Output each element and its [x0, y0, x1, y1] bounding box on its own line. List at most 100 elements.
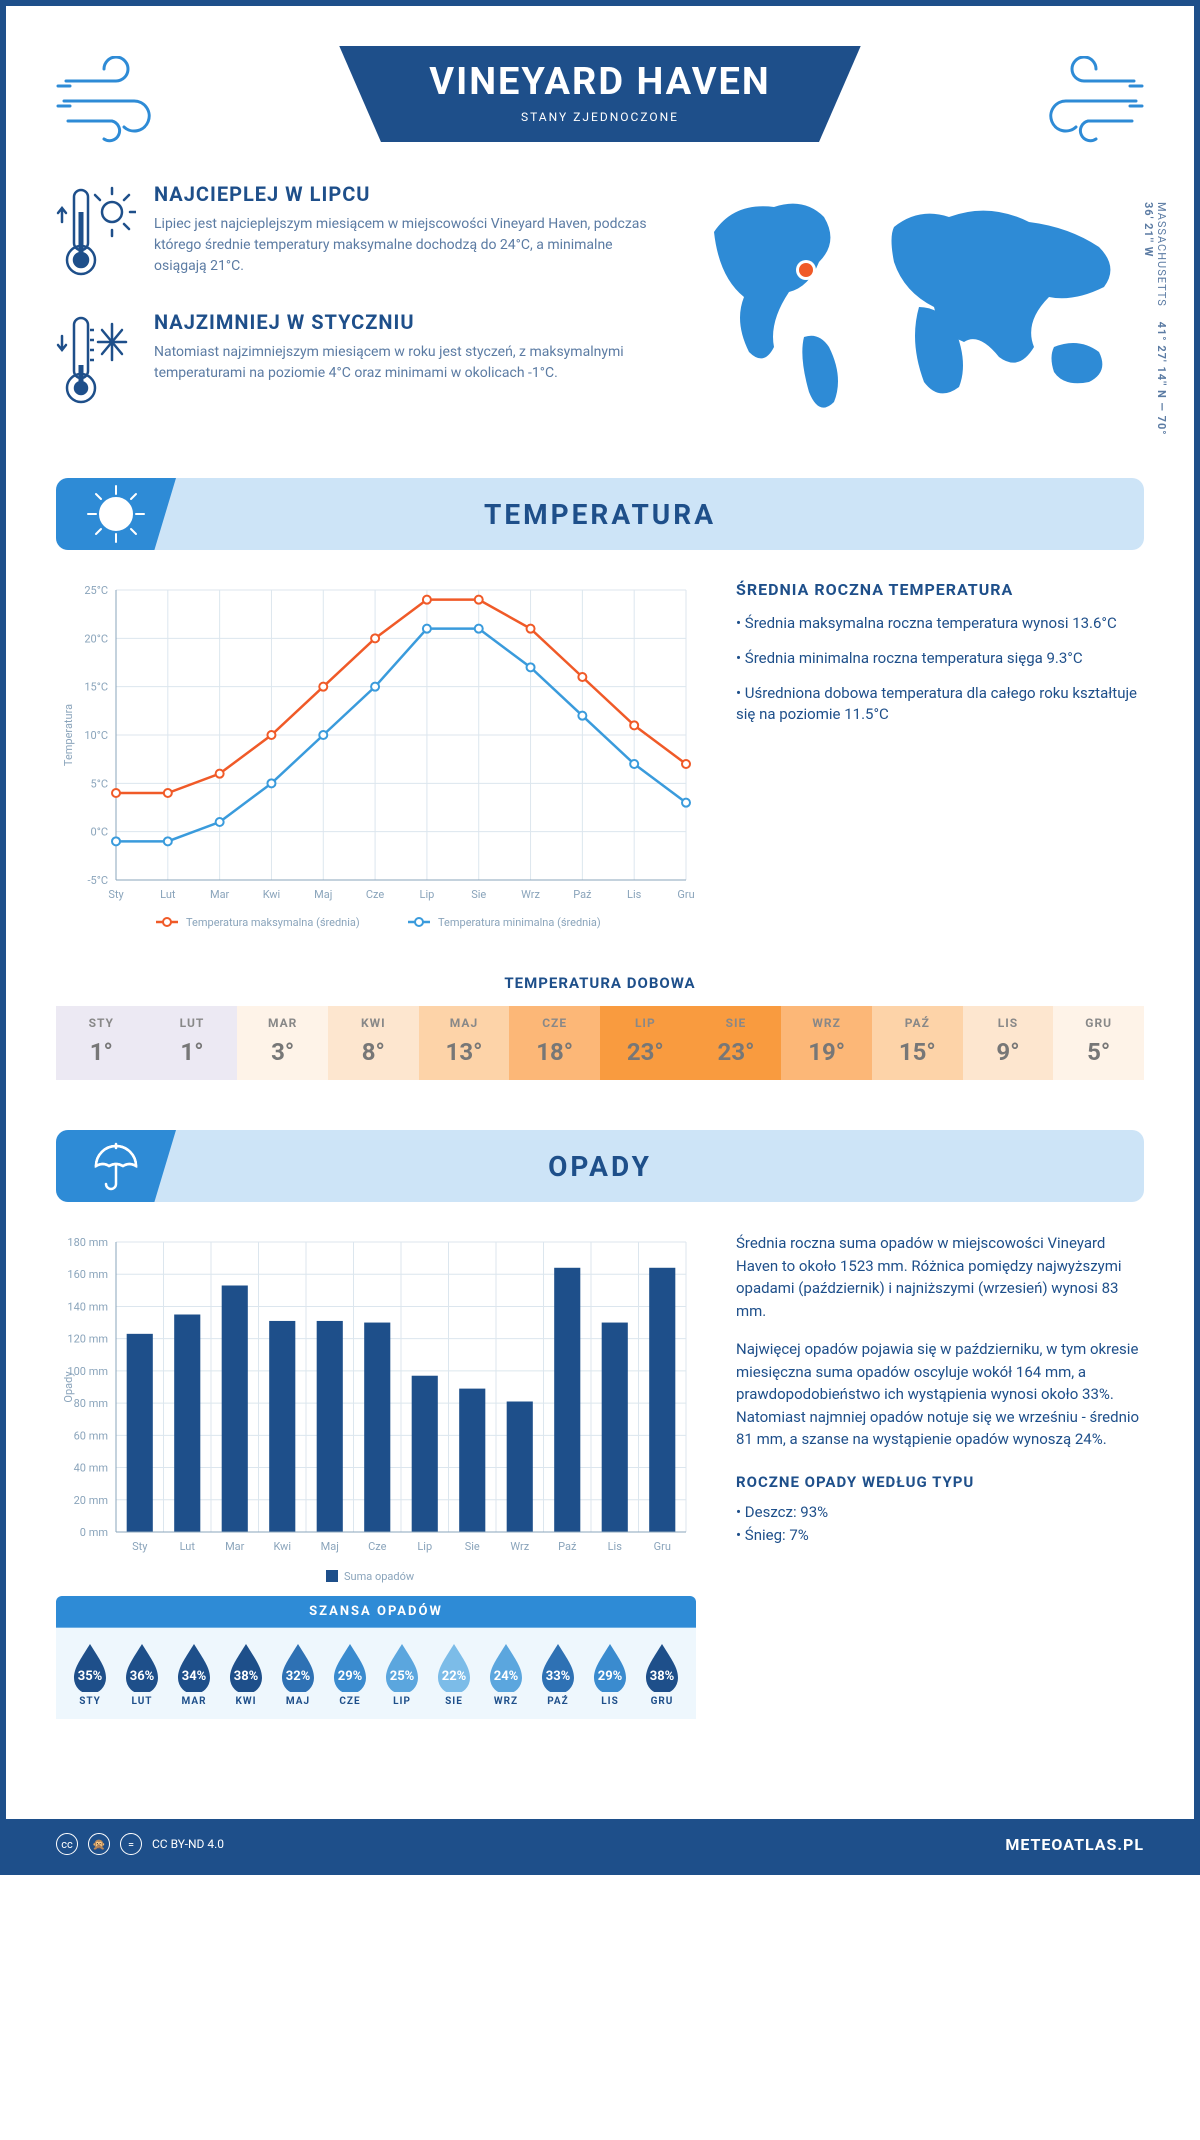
month-cell: MAR3°: [237, 1006, 328, 1080]
month-label: LUT: [118, 1696, 166, 1707]
chance-drop: 34%MAR: [170, 1640, 218, 1707]
svg-text:Paź: Paź: [558, 1540, 577, 1553]
svg-text:24%: 24%: [494, 1669, 519, 1684]
svg-text:5°C: 5°C: [91, 777, 108, 790]
svg-text:Gru: Gru: [654, 1540, 671, 1553]
daily-temp-grid: STY1°LUT1°MAR3°KWI8°MAJ13°CZE18°LIP23°SI…: [56, 1006, 1144, 1080]
month-cell: STY 1°: [56, 1006, 147, 1080]
svg-text:36%: 36%: [130, 1669, 155, 1684]
svg-text:180 mm: 180 mm: [67, 1236, 108, 1249]
content: VINEYARD HAVEN STANY ZJEDNOCZONE NAJCIEP…: [6, 6, 1194, 1779]
warmest-block: NAJCIEPLEJ W LIPCU Lipiec jest najcieple…: [56, 182, 654, 286]
temp-value: 18°: [509, 1038, 600, 1066]
month-label: SIE: [691, 1016, 782, 1030]
bullet: • Uśredniona dobowa temperatura dla całe…: [736, 683, 1144, 725]
svg-text:Kwi: Kwi: [273, 1540, 291, 1553]
intro-section: NAJCIEPLEJ W LIPCU Lipiec jest najcieple…: [56, 182, 1144, 438]
chance-drop: 38%KWI: [222, 1640, 270, 1707]
temperature-row: -5°C0°C5°C10°C15°C20°C25°CStyLutMarKwiMa…: [56, 580, 1144, 944]
month-label: MAJ: [419, 1016, 510, 1030]
month-label: LIS: [963, 1016, 1054, 1030]
wind-icon: [1024, 56, 1144, 146]
svg-text:29%: 29%: [598, 1669, 623, 1684]
month-label: STY: [56, 1016, 147, 1030]
intro-text: NAJCIEPLEJ W LIPCU Lipiec jest najcieple…: [56, 182, 654, 438]
svg-text:32%: 32%: [286, 1669, 311, 1684]
precip-p1: Średnia roczna suma opadów w miejscowośc…: [736, 1232, 1144, 1322]
svg-text:35%: 35%: [78, 1669, 103, 1684]
month-label: GRU: [638, 1696, 686, 1707]
temp-value: 1°: [56, 1038, 147, 1066]
month-label: MAJ: [274, 1696, 322, 1707]
chance-drop: 36% LUT: [118, 1640, 166, 1707]
month-cell: CZE18°: [509, 1006, 600, 1080]
thermometer-cold-icon: [56, 310, 136, 414]
svg-text:22%: 22%: [442, 1669, 467, 1684]
month-cell: WRZ19°: [781, 1006, 872, 1080]
svg-text:Cze: Cze: [366, 888, 385, 901]
svg-text:34%: 34%: [182, 1669, 207, 1684]
chance-drop: 35%STY: [66, 1640, 114, 1707]
license-block: cc 🙊 = CC BY-ND 4.0: [56, 1833, 224, 1855]
section-title: OPADY: [548, 1150, 652, 1183]
svg-text:Sty: Sty: [132, 1540, 148, 1553]
temp-value: 15°: [872, 1038, 963, 1066]
precipitation-header: OPADY: [56, 1130, 1144, 1202]
annual-temp-title: ŚREDNIA ROCZNA TEMPERATURA: [736, 580, 1144, 599]
svg-text:25°C: 25°C: [84, 584, 108, 597]
chance-box: SZANSA OPADÓW 35%STY36%LUT34%MAR38%KWI32…: [56, 1596, 696, 1719]
precipitation-chart: 0 mm20 mm40 mm60 mm80 mm100 mm120 mm140 …: [56, 1232, 696, 1596]
svg-text:15°C: 15°C: [84, 681, 108, 694]
map-block: MASSACHUSETTS 41° 27' 14'' N — 70° 36' 2…: [684, 182, 1144, 438]
svg-text:33%: 33%: [546, 1669, 571, 1684]
svg-text:40 mm: 40 mm: [74, 1462, 108, 1475]
chance-drop: 29%CZE: [326, 1640, 374, 1707]
warmest-text: Lipiec jest najcieplejszym miesiącem w m…: [154, 214, 654, 277]
svg-text:38%: 38%: [650, 1669, 675, 1684]
world-map-icon: [684, 182, 1144, 422]
temp-value: 23°: [691, 1038, 782, 1066]
month-label: PAŹ: [534, 1696, 582, 1707]
svg-text:Mar: Mar: [210, 888, 230, 901]
svg-text:Suma opadów: Suma opadów: [344, 1570, 415, 1583]
chance-drop: 38% GRU: [638, 1640, 686, 1707]
svg-text:Temperatura maksymalna (średni: Temperatura maksymalna (średnia): [186, 916, 360, 929]
month-label: LUT: [147, 1016, 238, 1030]
month-label: GRU: [1053, 1016, 1144, 1030]
svg-text:Mar: Mar: [225, 1540, 245, 1553]
svg-text:10°C: 10°C: [84, 729, 108, 742]
chance-drop: 25%LIP: [378, 1640, 426, 1707]
precipitation-text: Średnia roczna suma opadów w miejscowośc…: [736, 1232, 1144, 1719]
month-label: WRZ: [781, 1016, 872, 1030]
month-cell: KWI8°: [328, 1006, 419, 1080]
title-banner: VINEYARD HAVEN STANY ZJEDNOCZONE: [339, 46, 860, 142]
cc-icon: cc: [56, 1833, 78, 1855]
temperature-chart: -5°C0°C5°C10°C15°C20°C25°CStyLutMarKwiMa…: [56, 580, 696, 944]
svg-text:80 mm: 80 mm: [74, 1397, 108, 1410]
precip-p2: Najwięcej opadów pojawia się w październ…: [736, 1338, 1144, 1451]
month-label: SIE: [430, 1696, 478, 1707]
svg-text:Lut: Lut: [160, 888, 176, 901]
bullet: • Średnia minimalna roczna temperatura s…: [736, 648, 1144, 669]
thermometer-hot-icon: [56, 182, 136, 286]
svg-text:Wrz: Wrz: [521, 888, 540, 901]
coldest-title: NAJZIMNIEJ W STYCZNIU: [154, 310, 654, 334]
svg-text:Lip: Lip: [420, 888, 435, 901]
svg-text:Sty: Sty: [108, 888, 124, 901]
wind-icon: [56, 56, 176, 146]
svg-text:Maj: Maj: [321, 1540, 339, 1553]
state-label: MASSACHUSETTS: [1155, 202, 1168, 307]
svg-text:Kwi: Kwi: [263, 888, 281, 901]
site-name: METEOATLAS.PL: [1005, 1835, 1144, 1854]
footer: cc 🙊 = CC BY-ND 4.0 METEOATLAS.PL: [6, 1819, 1194, 1869]
month-cell: LIS9°: [963, 1006, 1054, 1080]
month-cell: SIE 23°: [691, 1006, 782, 1080]
city-title: VINEYARD HAVEN: [429, 60, 770, 104]
nd-icon: =: [120, 1833, 142, 1855]
svg-text:60 mm: 60 mm: [74, 1429, 108, 1442]
svg-text:Sie: Sie: [471, 888, 486, 901]
lat-label: 41° 27' 14'' N: [1155, 322, 1168, 399]
month-cell: GRU5°: [1053, 1006, 1144, 1080]
svg-text:Wrz: Wrz: [510, 1540, 529, 1553]
month-label: MAR: [237, 1016, 328, 1030]
